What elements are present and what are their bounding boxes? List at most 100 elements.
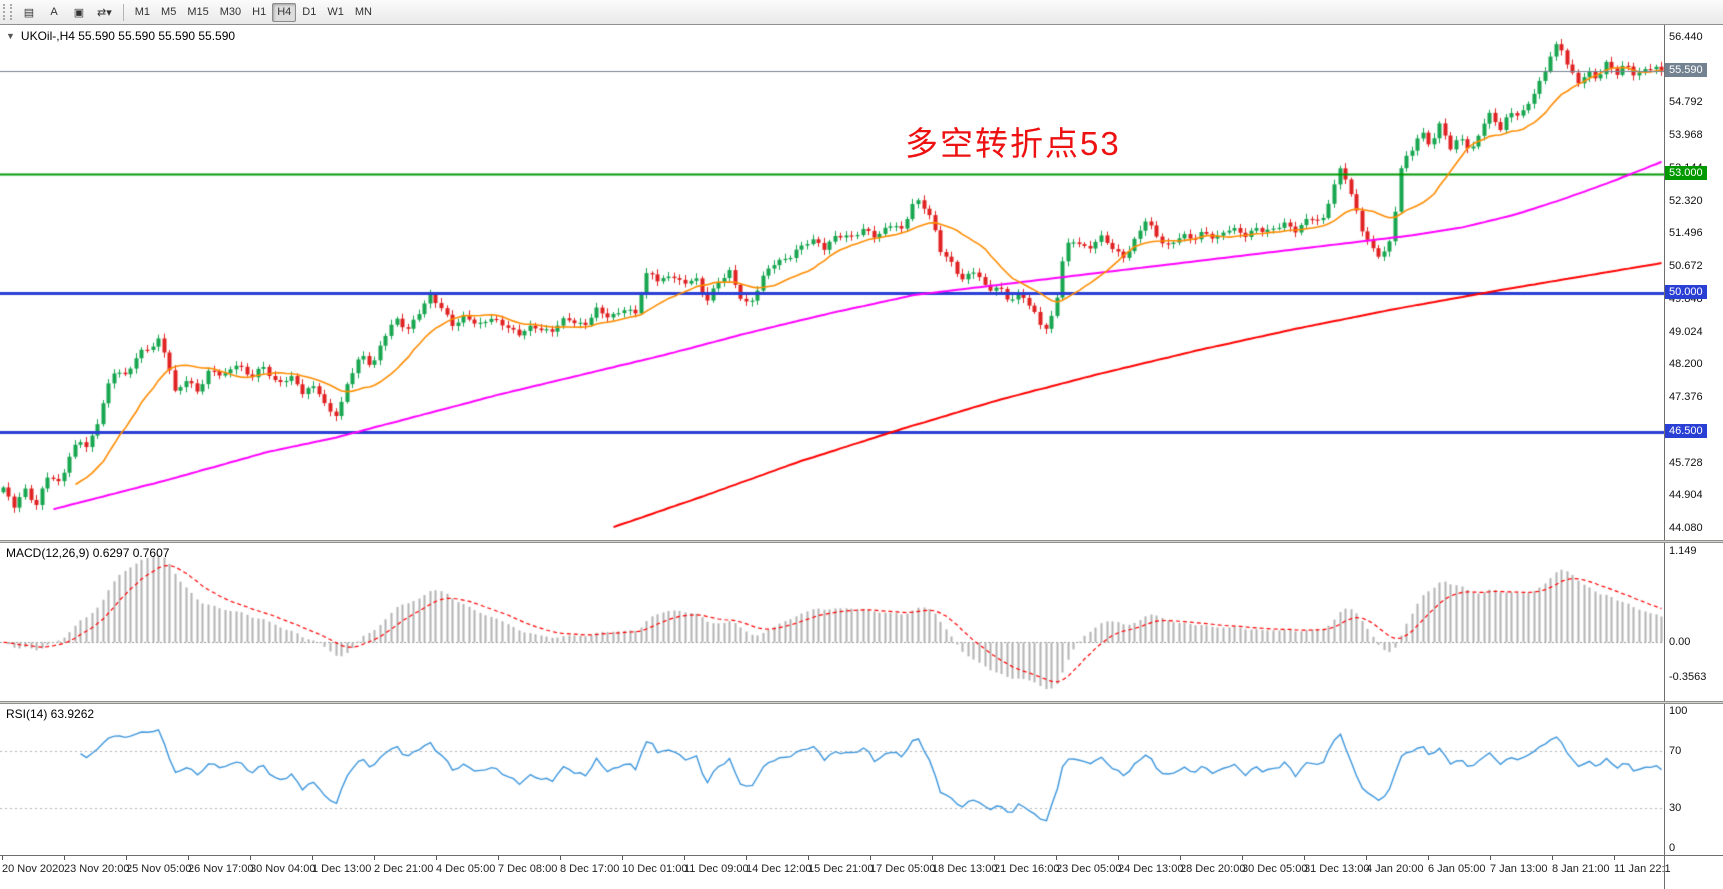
main-chart-panel: ▼ UKOil-,H4 55.590 55.590 55.590 55.590 … <box>0 25 1723 540</box>
time-axis-tick <box>126 856 127 860</box>
time-axis-label: 17 Dec 05:00 <box>870 863 936 875</box>
time-axis-tick <box>932 856 933 860</box>
time-axis-label: 30 Dec 05:00 <box>1242 863 1308 875</box>
price-axis-tick: 49.024 <box>1669 325 1703 338</box>
chart-window-icon: ▣ <box>73 6 85 19</box>
time-axis-tick <box>808 856 809 860</box>
time-axis-label: 18 Dec 13:00 <box>932 863 998 875</box>
time-axis-tick <box>2 856 3 860</box>
rsi-canvas[interactable] <box>0 704 1664 855</box>
toolbar-separator <box>122 3 124 21</box>
time-axis-tick <box>994 856 995 860</box>
macd-panel: MACD(12,26,9) 0.6297 0.7607 1.149 0.00 -0.… <box>0 543 1723 701</box>
time-axis-label: 7 Dec 08:00 <box>498 863 558 875</box>
time-axis-tick <box>1366 856 1367 860</box>
price-axis-tick: 50.672 <box>1669 260 1703 273</box>
timeframe-button-m30[interactable]: M30 <box>215 3 246 22</box>
time-axis-label: 7 Jan 13:00 <box>1490 863 1548 875</box>
time-axis[interactable]: 20 Nov 2020 23 Nov 20:00 25 Nov 05:00 26 No… <box>0 855 1723 889</box>
price-marker-53.000: 53.000 <box>1665 165 1707 180</box>
time-axis-tick <box>188 856 189 860</box>
price-axis-tick: 45.728 <box>1669 456 1703 469</box>
time-axis-label: 4 Dec 05:00 <box>436 863 496 875</box>
time-axis-label: 24 Dec 13:00 <box>1118 863 1184 875</box>
toolbar-icon-group: ▤ A ▣ ⇄▾ <box>17 3 117 22</box>
timeframe-button-d1[interactable]: D1 <box>297 3 321 22</box>
time-axis-tick <box>1552 856 1553 860</box>
time-axis-label: 14 Dec 12:00 <box>746 863 812 875</box>
time-axis-label: 8 Jan 21:00 <box>1552 863 1610 875</box>
rsi-axis-tick: 100 <box>1669 705 1688 717</box>
timeframe-button-m1[interactable]: M1 <box>130 3 155 22</box>
time-axis-tick <box>622 856 623 860</box>
price-marker-46.500: 46.500 <box>1665 423 1707 438</box>
cursor-mode-icon: A <box>50 6 58 18</box>
time-axis-label: 25 Nov 05:00 <box>126 863 192 875</box>
time-axis-tick <box>1118 856 1119 860</box>
macd-canvas[interactable] <box>0 543 1664 701</box>
panel-divider[interactable] <box>0 701 1723 704</box>
toolbar: ▤ A ▣ ⇄▾ M1 M5 M15 M30 H1 H4 D1 W1 MN <box>0 0 1723 25</box>
timeframe-button-m15[interactable]: M15 <box>182 3 213 22</box>
chart-shift-button[interactable]: ⇄▾ <box>92 3 117 22</box>
time-axis-tick <box>436 856 437 860</box>
chart-text-annotation[interactable]: 多空转折点53 <box>905 125 1121 162</box>
chart-window-button[interactable]: ▣ <box>67 3 91 22</box>
timeframe-button-w1[interactable]: W1 <box>322 3 349 22</box>
chart-menu-arrow-icon[interactable]: ▼ <box>6 31 15 41</box>
cursor-mode-button[interactable]: A <box>42 3 66 22</box>
time-axis-tick <box>1490 856 1491 860</box>
time-axis-tick <box>684 856 685 860</box>
price-axis[interactable]: 56.44055.61654.79253.96853.14452.32051.4… <box>1664 25 1723 540</box>
price-axis-tick: 51.496 <box>1669 227 1703 240</box>
chart-shift-icon: ⇄▾ <box>97 6 112 19</box>
price-axis-tick: 44.904 <box>1669 489 1703 502</box>
price-marker-55.590: 55.590 <box>1665 62 1707 77</box>
time-axis-label: 21 Dec 16:00 <box>994 863 1060 875</box>
macd-axis[interactable]: 1.149 0.00 -0.3563 <box>1664 543 1723 701</box>
rsi-axis-tick: 30 <box>1669 802 1682 815</box>
price-axis-tick: 54.792 <box>1669 96 1703 109</box>
price-axis-tick: 56.440 <box>1669 31 1703 43</box>
time-axis-label: 11 Dec 09:00 <box>684 863 749 875</box>
time-axis-tick <box>250 856 251 860</box>
time-axis-border <box>1664 856 1665 889</box>
rsi-axis[interactable]: 100 70 30 0 <box>1664 704 1723 855</box>
time-axis-tick <box>312 856 313 860</box>
time-axis-label: 30 Nov 04:00 <box>250 863 316 875</box>
time-axis-tick <box>1614 856 1615 860</box>
time-axis-label: 23 Nov 20:00 <box>64 863 130 875</box>
macd-axis-tick: 1.149 <box>1669 545 1697 557</box>
main-chart-canvas[interactable] <box>0 25 1664 540</box>
timeframe-button-mn[interactable]: MN <box>350 3 377 22</box>
time-axis-tick <box>498 856 499 860</box>
macd-label: MACD(12,26,9) 0.6297 0.7607 <box>6 546 170 560</box>
timeframe-button-h4[interactable]: H4 <box>272 2 297 22</box>
rsi-panel: RSI(14) 63.9262 100 70 30 0 <box>0 704 1723 855</box>
rsi-axis-tick: 70 <box>1669 744 1682 757</box>
time-axis-label: 2 Dec 21:00 <box>374 863 434 875</box>
quotes-grid-button[interactable]: ▤ <box>17 3 41 22</box>
time-axis-tick <box>1304 856 1305 860</box>
price-marker-50.000: 50.000 <box>1665 284 1707 299</box>
time-axis-label: 15 Dec 21:00 <box>808 863 874 875</box>
time-axis-label: 6 Jan 05:00 <box>1428 863 1486 875</box>
price-axis-tick: 47.376 <box>1669 391 1703 404</box>
time-axis-label: 1 Dec 13:00 <box>312 863 372 875</box>
time-axis-label: 28 Dec 20:00 <box>1180 863 1246 875</box>
time-axis-tick <box>560 856 561 860</box>
time-axis-label: 8 Dec 17:00 <box>560 863 620 875</box>
timeframe-button-h1[interactable]: H1 <box>247 3 271 22</box>
time-axis-label: 10 Dec 01:00 <box>622 863 688 875</box>
quotes-grid-icon: ▤ <box>23 6 35 19</box>
time-axis-tick <box>870 856 871 860</box>
time-axis-label: 31 Dec 13:00 <box>1304 863 1370 875</box>
panel-divider[interactable] <box>0 540 1723 543</box>
time-axis-tick <box>1056 856 1057 860</box>
time-axis-label: 23 Dec 05:00 <box>1056 863 1122 875</box>
price-axis-tick: 52.320 <box>1669 194 1703 207</box>
toolbar-grip[interactable] <box>3 4 12 20</box>
timeframe-button-m5[interactable]: M5 <box>156 3 181 22</box>
time-axis-tick <box>1180 856 1181 860</box>
